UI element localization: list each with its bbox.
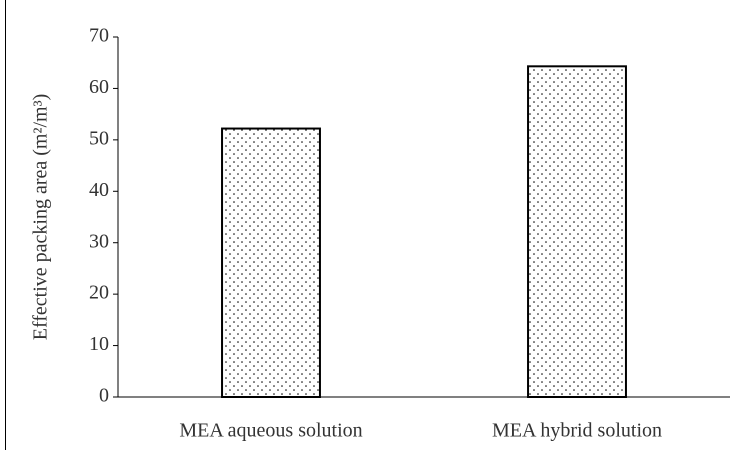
y-tick-label: 10 bbox=[89, 333, 109, 355]
y-tick-label: 20 bbox=[89, 282, 109, 304]
y-tick-label: 70 bbox=[89, 25, 109, 47]
bar bbox=[221, 127, 321, 399]
x-tick-label: MEA aqueous solution bbox=[179, 420, 362, 442]
x-tick-label: MEA hybrid solution bbox=[492, 420, 662, 442]
y-tick-label: 30 bbox=[89, 230, 109, 252]
y-tick-label: 0 bbox=[99, 385, 109, 407]
y-tick-label: 50 bbox=[89, 127, 109, 149]
y-axis-label: Effective packing area (m²/m³) bbox=[30, 94, 52, 341]
bar bbox=[527, 65, 627, 398]
y-tick-label: 60 bbox=[89, 76, 109, 98]
y-tick-label: 40 bbox=[89, 179, 109, 201]
